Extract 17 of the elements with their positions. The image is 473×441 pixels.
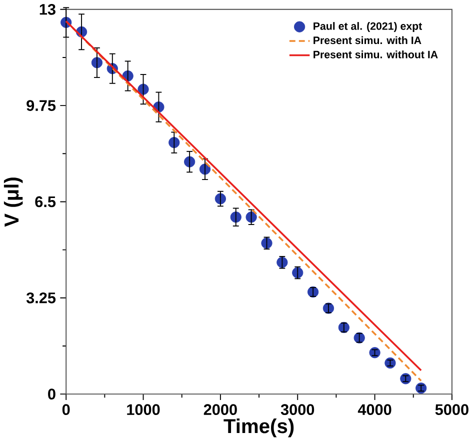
y-tick-label: 13 bbox=[40, 4, 56, 15]
legend-label: Present simu. with IA bbox=[314, 36, 422, 44]
x-tick-label: 3000 bbox=[280, 404, 314, 415]
y-tick-label: 6.5 bbox=[35, 196, 56, 208]
y-axis-title: V (μl) bbox=[4, 178, 23, 227]
point bbox=[138, 84, 149, 95]
legend-label: Present simu. without IA bbox=[314, 50, 438, 58]
y-tick-label: 3.25 bbox=[26, 292, 56, 304]
x-axis-title: Time(s) bbox=[224, 418, 294, 438]
x-tick-label: 0 bbox=[62, 404, 70, 415]
x-tick-label: 5000 bbox=[435, 404, 468, 415]
x-tick-label: 4000 bbox=[358, 404, 392, 415]
x-tick-label: 1000 bbox=[127, 404, 160, 415]
y-tick-label: 9.75 bbox=[26, 100, 56, 111]
y-tick-label: 0 bbox=[48, 388, 56, 400]
x-tick-label: 2000 bbox=[204, 404, 237, 415]
legend-label: Paul et al. (2021) expt bbox=[314, 22, 422, 32]
